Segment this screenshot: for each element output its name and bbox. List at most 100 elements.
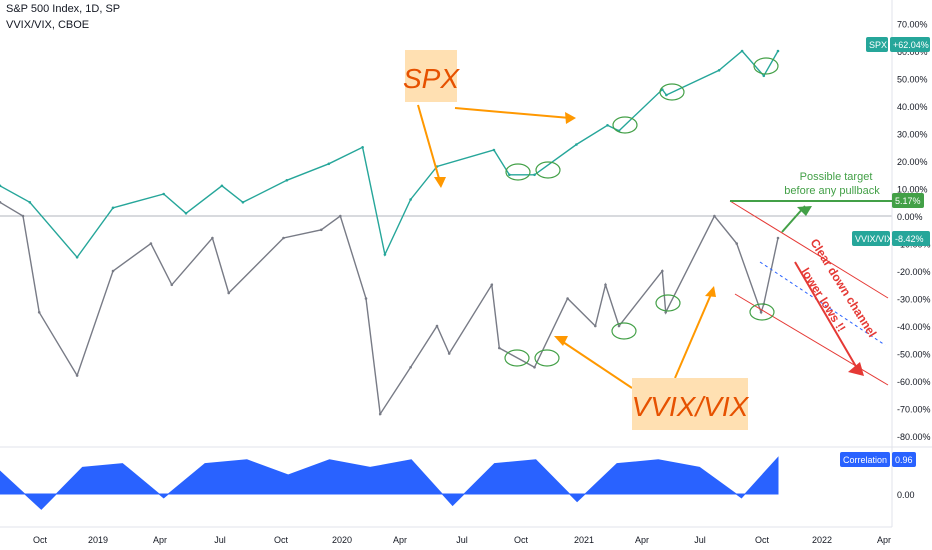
spx-point	[575, 143, 578, 146]
highlight-circle	[534, 349, 560, 367]
channel-arrow	[794, 261, 859, 371]
x-tick-label: 2021	[574, 535, 594, 545]
vvix-name-tag: VVIX/VIX	[855, 234, 893, 244]
vvix-vix-point	[498, 346, 501, 350]
vvix-vix-point	[490, 283, 494, 287]
highlight-circle	[505, 163, 531, 181]
vvix-vix-point	[21, 214, 25, 218]
x-tick-label: Oct	[514, 535, 529, 545]
y-tick-label: 30.00%	[897, 130, 928, 140]
y-tick-label: -30.00%	[897, 295, 931, 305]
vvix-name-tag-bg	[852, 231, 890, 246]
spx-point	[0, 184, 2, 188]
vvix-value-tag: -8.42%	[895, 234, 924, 244]
correlation-layer	[0, 456, 779, 510]
spx-point	[508, 173, 511, 177]
spx-value-tag-bg	[890, 37, 930, 52]
y-tick-label: -60.00%	[897, 377, 931, 387]
vvix-value-tag-bg	[892, 231, 930, 246]
x-tick-label: 2019	[88, 535, 108, 545]
y-tick-label: -80.00%	[897, 432, 931, 442]
vvix-vix-point	[664, 311, 667, 314]
spx-point	[740, 49, 744, 53]
spx-point	[184, 212, 188, 215]
highlight-circle	[612, 116, 638, 134]
spx-point	[28, 201, 32, 204]
spx-point	[75, 255, 79, 259]
y-tick-label: 40.00%	[897, 102, 928, 112]
corr-value-tag-bg	[892, 452, 916, 467]
vvix-vix-point	[533, 366, 536, 369]
corr-name-tag: Correlation	[843, 455, 887, 465]
pointer-arrow	[559, 339, 633, 389]
spx-point	[361, 146, 364, 149]
vvix-vix-point	[37, 311, 41, 314]
spx-symbol-title: S&P 500 Index, 1D, SP	[6, 3, 121, 15]
spx-point	[776, 49, 780, 53]
corr-value-tag: 0.96	[895, 455, 913, 465]
x-tick-label: 2022	[812, 535, 832, 545]
pointer-arrow	[417, 104, 441, 183]
spx-line	[0, 50, 779, 259]
x-axis-ticks: Oct 2019 Apr Jul Oct 2020 Apr Jul Oct 2021 Apr Jul O…	[33, 535, 891, 545]
vvix-vix-point	[227, 291, 230, 295]
target-value-tag-bg	[892, 193, 924, 208]
y-tick-label: 50.00%	[897, 75, 928, 85]
x-tick-label: Apr	[393, 535, 407, 545]
highlight-circle	[753, 57, 779, 75]
vvix-vix-point	[661, 269, 664, 273]
spx-point	[492, 148, 496, 152]
corr-tick-label: 0.00	[897, 490, 915, 500]
target-arrowhead	[797, 206, 812, 216]
vvix-vix-point	[149, 242, 153, 245]
x-tick-label: Jul	[214, 535, 226, 545]
pointer-arrowhead	[554, 336, 568, 346]
spx-point	[762, 74, 766, 78]
x-tick-label: Jul	[694, 535, 706, 545]
spx-point	[606, 124, 609, 127]
spx-point	[327, 162, 331, 166]
spx-point	[383, 253, 387, 256]
vvix-vix-point	[617, 324, 621, 328]
vvix-vix-point	[282, 236, 285, 240]
vvix-label: VVIX/VIX	[632, 391, 750, 422]
y-tick-label: 10.00%	[897, 185, 928, 195]
vvix-vix-point	[339, 214, 342, 218]
vvix-vix-point	[776, 236, 780, 240]
x-tick-label: 2020	[332, 535, 352, 545]
vvix-vix-point	[409, 366, 412, 369]
x-tick-label: Apr	[153, 535, 167, 545]
target-value-tag: 5.17%	[895, 196, 921, 206]
spx-value-tag: +62.04%	[893, 40, 929, 50]
vvix-vix-point	[378, 412, 382, 416]
highlight-circle	[611, 322, 637, 340]
x-tick-label: Apr	[877, 535, 891, 545]
y-tick-label: 0.00%	[897, 212, 923, 222]
target-label-line1: Possible target	[800, 171, 873, 183]
spx-point	[241, 201, 245, 204]
correlation-area	[0, 456, 779, 510]
y-axis-ticks: 70.00%60.00%50.00%40.00%30.00%20.00%10.0…	[897, 20, 931, 501]
x-tick-label: Jul	[456, 535, 468, 545]
x-tick-label: Apr	[635, 535, 649, 545]
spx-name-tag: SPX	[869, 40, 887, 50]
spx-point	[665, 93, 668, 97]
axis-tags: SPX +62.04% VVIX/VIX -8.42% 5.17% Correlation…	[840, 37, 930, 467]
vvix-vix-point	[435, 324, 439, 328]
y-tick-label: -70.00%	[897, 405, 931, 415]
channel-arrowhead	[848, 362, 864, 376]
vvix-vix-point	[735, 242, 738, 245]
y-tick-label: -50.00%	[897, 350, 931, 360]
vvix-vix-point	[75, 374, 79, 377]
vvix-vix-point	[211, 236, 214, 240]
vvix-symbol-title: VVIX/VIX, CBOE	[6, 19, 90, 31]
vvix-vix-point	[170, 283, 174, 287]
vvix-vix-point	[594, 324, 597, 328]
channel-upper-line	[729, 200, 889, 299]
spx-point	[717, 69, 721, 72]
vvix-vix-point	[111, 269, 115, 273]
vvix-vix-point	[320, 228, 323, 232]
series-layer	[0, 49, 780, 416]
spx-point	[533, 173, 536, 177]
